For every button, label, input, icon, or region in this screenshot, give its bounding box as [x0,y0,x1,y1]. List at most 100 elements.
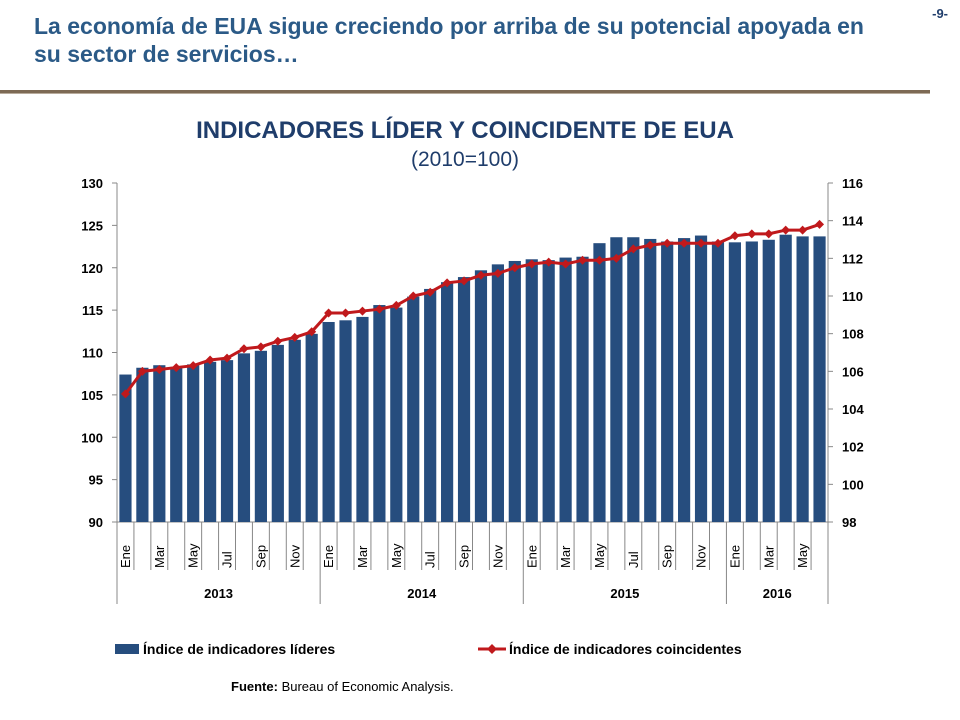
bar-leading-index [441,282,454,522]
legend-label-leading: Índice de indicadores líderes [143,641,335,657]
bar-leading-index [779,234,792,522]
header-divider-shadow [0,93,930,94]
bar-leading-index [542,260,555,522]
y-left-tick-label: 95 [89,473,103,488]
bar-leading-index [271,344,284,522]
point-coincident-index [747,229,757,239]
point-coincident-index [662,238,672,248]
bar-leading-index [491,264,504,522]
bar-leading-index [407,296,420,522]
point-coincident-index [628,244,638,254]
bar-leading-index [762,239,775,522]
page-number: -9- [932,6,948,21]
x-month-label: Nov [490,544,505,568]
point-coincident-index [120,389,130,399]
x-month-label: Sep [253,545,268,568]
x-year-label: 2014 [407,586,437,601]
bar-leading-index [678,238,691,522]
x-month-label: Jul [220,551,235,568]
y-left-tick-label: 125 [81,218,103,233]
legend-swatch-leading [115,644,139,654]
bar-leading-index [711,241,725,523]
bar-leading-index [373,305,386,522]
header-divider [0,90,930,93]
source-text: Bureau of Economic Analysis. [281,679,454,694]
point-coincident-index [273,336,283,346]
y-right-tick-label: 106 [842,364,864,379]
y-right-tick-label: 108 [842,327,864,342]
x-month-label: May [795,543,810,568]
x-month-label: Jul [423,551,438,568]
y-left-tick-label: 105 [81,388,103,403]
point-coincident-index [544,257,554,267]
bar-leading-index [187,364,200,522]
chart-subtitle: (2010=100) [410,148,519,171]
bar-leading-index [170,366,183,522]
bar-leading-index [694,235,708,523]
bar-leading-index [288,339,301,522]
bar-leading-index [305,333,318,522]
point-coincident-index [510,263,520,273]
point-coincident-index [696,238,706,248]
bar-leading-index [339,320,352,522]
point-coincident-index [798,225,808,235]
x-month-label: Jul [626,551,641,568]
point-coincident-index [188,361,198,371]
point-coincident-index [611,253,621,263]
bar-leading-index [813,236,826,522]
y-right-tick-label: 114 [842,214,864,229]
legend-marker-coincident [487,644,497,654]
bar-leading-index [237,353,251,522]
x-month-label: May [389,543,404,568]
bar-leading-index [254,350,267,522]
point-coincident-index [476,270,486,280]
bar-leading-index [661,241,674,523]
point-coincident-index [764,229,774,239]
source-note: Fuente: Bureau of Economic Analysis. [231,679,454,694]
bar-leading-index [474,270,488,522]
point-coincident-index [408,291,418,301]
bar-leading-index [119,374,132,522]
y-left-tick-label: 90 [89,515,103,530]
point-coincident-index [307,327,317,337]
point-coincident-index [459,276,469,286]
x-month-label: Mar [761,545,776,568]
point-coincident-index [256,342,266,352]
x-month-label: May [186,543,201,568]
bar-leading-index [457,277,471,522]
y-right-tick-label: 100 [842,477,864,492]
bar-leading-index [745,241,758,523]
point-coincident-index [493,268,503,278]
x-month-label: May [592,543,607,568]
y-left-tick-label: 130 [81,176,103,191]
point-coincident-index [594,255,604,265]
x-year-label: 2016 [763,586,792,601]
point-coincident-index [730,231,740,241]
bar-leading-index [136,367,149,522]
bar-leading-index [204,361,217,522]
point-coincident-index [578,255,588,265]
x-month-label: Nov [694,544,709,568]
bar-leading-index [220,360,234,522]
point-coincident-index [239,344,249,354]
point-coincident-index [527,259,537,269]
point-coincident-index [645,240,655,250]
bar-leading-index [356,316,369,522]
point-coincident-index [374,304,384,314]
slide-headline: La economía de EUA sigue creciendo por a… [34,13,864,67]
point-coincident-index [391,300,401,310]
bar-leading-index [627,237,640,523]
point-coincident-index [341,308,351,318]
x-month-label: Nov [287,544,302,568]
point-coincident-index [171,363,181,373]
x-month-label: Ene [118,545,133,568]
point-coincident-index [290,332,300,342]
y-right-tick-label: 104 [842,402,864,417]
y-right-tick-label: 112 [842,251,863,266]
x-year-label: 2013 [204,586,233,601]
point-coincident-index [154,364,164,374]
y-right-tick-label: 110 [842,289,863,304]
y-left-tick-label: 100 [81,430,103,445]
x-month-label: Ene [524,545,539,568]
